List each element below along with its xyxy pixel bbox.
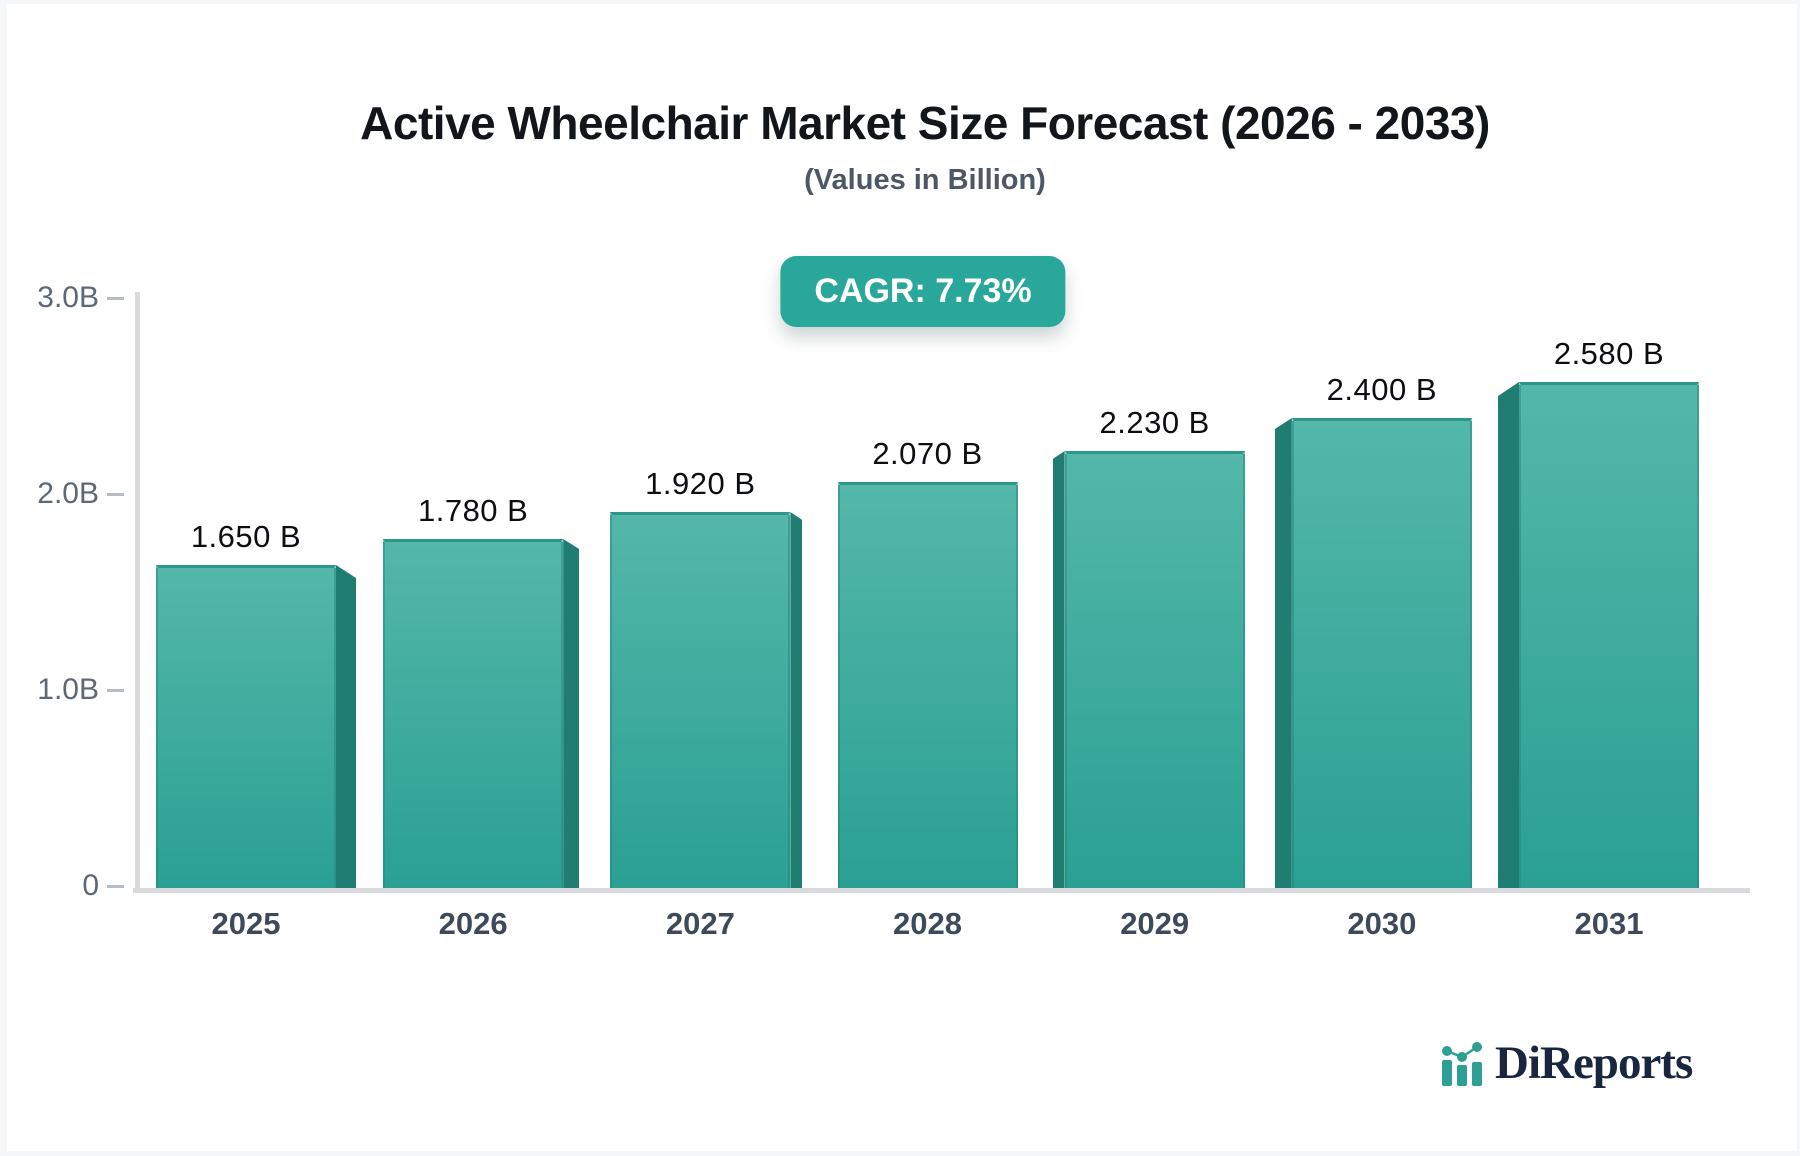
x-axis-label-2029: 2029 xyxy=(1120,906,1190,941)
bar-value-label: 1.780 B xyxy=(417,493,529,528)
y-axis-tick-label: 0 xyxy=(82,869,99,902)
bar-value-label: 2.230 B xyxy=(1099,405,1210,440)
y-axis-tick xyxy=(107,297,124,300)
bar-value-label: 1.650 B xyxy=(190,519,302,554)
x-axis-label-2030: 2030 xyxy=(1347,906,1417,941)
brand-logo: DiReports xyxy=(1439,1037,1693,1089)
y-axis-tick xyxy=(107,885,124,888)
chart-card: Active Wheelchair Market Size Forecast (… xyxy=(7,4,1797,1151)
cagr-badge: CAGR: 7.73% xyxy=(780,256,1066,327)
bar-side-face xyxy=(1498,382,1520,888)
y-axis-tick xyxy=(107,689,124,692)
bar-side-face xyxy=(1274,418,1292,888)
bar-2028 xyxy=(837,482,1018,888)
bar-2029 xyxy=(1064,451,1245,888)
bar-2025 xyxy=(156,565,336,888)
bar-2026 xyxy=(383,539,564,888)
bar-value-label: 2.070 B xyxy=(872,436,983,471)
y-axis-tick-label: 3.0B xyxy=(37,281,99,314)
x-axis-label-2026: 2026 xyxy=(438,906,508,941)
bar-side-face xyxy=(790,512,803,888)
x-axis-label-2028: 2028 xyxy=(893,906,962,941)
chart-title: Active Wheelchair Market Size Forecast (… xyxy=(360,97,1490,149)
bar-side-face xyxy=(336,565,356,888)
bar-value-label: 2.400 B xyxy=(1326,372,1438,407)
bar-value-label: 2.580 B xyxy=(1553,336,1665,371)
x-axis-label-2027: 2027 xyxy=(665,906,735,941)
chart-header: Active Wheelchair Market Size Forecast (… xyxy=(53,96,1797,197)
bar-side-face xyxy=(1052,451,1065,888)
chart-subtitle: (Values in Billion) xyxy=(804,164,1046,196)
y-axis-tick xyxy=(107,493,124,496)
bar-2030 xyxy=(1291,418,1472,888)
brand-logo-text: DiReports xyxy=(1495,1037,1693,1089)
y-axis-tick-label: 1.0B xyxy=(37,673,99,706)
bar-2031 xyxy=(1519,382,1700,888)
bar-2027 xyxy=(610,512,791,888)
x-axis-label-2031: 2031 xyxy=(1574,906,1644,941)
x-axis-line xyxy=(133,888,1750,893)
y-axis-tick-label: 2.0B xyxy=(37,477,99,510)
mini-bar-trend-icon xyxy=(1442,1041,1482,1086)
x-axis-label-2025: 2025 xyxy=(211,906,281,941)
bar-value-label: 1.920 B xyxy=(645,466,756,501)
y-axis-line xyxy=(135,292,140,893)
bar-side-face xyxy=(563,539,580,888)
